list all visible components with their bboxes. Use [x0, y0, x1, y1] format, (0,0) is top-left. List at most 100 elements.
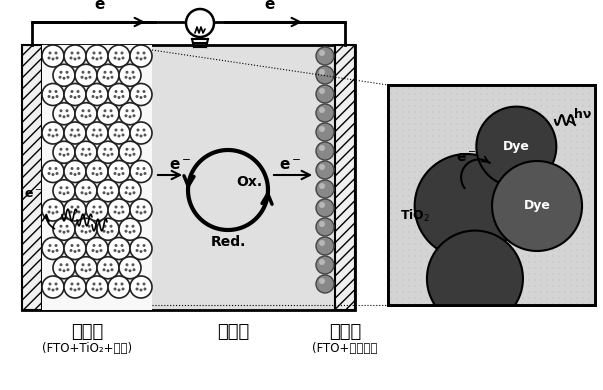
Circle shape: [420, 171, 422, 173]
Circle shape: [498, 183, 500, 185]
Circle shape: [108, 45, 130, 67]
Circle shape: [438, 237, 440, 239]
Circle shape: [480, 255, 482, 257]
Circle shape: [444, 147, 446, 149]
Circle shape: [498, 279, 500, 281]
Circle shape: [390, 285, 392, 287]
Circle shape: [564, 201, 566, 203]
Circle shape: [55, 57, 58, 60]
Circle shape: [53, 180, 75, 202]
Circle shape: [438, 279, 440, 281]
Circle shape: [69, 249, 72, 252]
Circle shape: [456, 285, 458, 287]
Circle shape: [468, 249, 470, 251]
Circle shape: [480, 273, 482, 275]
Circle shape: [55, 287, 58, 291]
Circle shape: [390, 171, 392, 173]
Circle shape: [456, 189, 458, 191]
Circle shape: [456, 159, 458, 161]
Circle shape: [463, 93, 464, 95]
Circle shape: [474, 291, 476, 293]
Circle shape: [432, 129, 434, 131]
Circle shape: [64, 161, 86, 183]
Circle shape: [64, 276, 86, 298]
Circle shape: [582, 237, 584, 239]
Circle shape: [576, 285, 578, 287]
Circle shape: [414, 273, 416, 275]
Circle shape: [498, 135, 500, 137]
Circle shape: [48, 249, 51, 252]
Circle shape: [432, 141, 434, 143]
Circle shape: [432, 177, 434, 179]
Circle shape: [558, 111, 560, 113]
Circle shape: [99, 95, 103, 98]
Circle shape: [558, 183, 560, 185]
Circle shape: [576, 111, 578, 113]
Circle shape: [426, 297, 428, 299]
Circle shape: [498, 255, 500, 257]
Circle shape: [444, 261, 446, 263]
Circle shape: [576, 141, 578, 143]
Circle shape: [570, 87, 572, 89]
Circle shape: [396, 195, 398, 197]
Circle shape: [552, 87, 554, 89]
Circle shape: [55, 172, 58, 175]
Circle shape: [476, 106, 557, 186]
Circle shape: [48, 211, 51, 213]
Circle shape: [504, 237, 506, 239]
Circle shape: [463, 237, 464, 239]
Circle shape: [546, 105, 548, 107]
Circle shape: [396, 219, 398, 221]
Circle shape: [139, 57, 142, 60]
Circle shape: [456, 177, 458, 179]
Circle shape: [480, 291, 482, 293]
Circle shape: [396, 183, 398, 185]
Circle shape: [552, 177, 554, 179]
Circle shape: [540, 297, 542, 299]
Circle shape: [570, 135, 572, 137]
Circle shape: [588, 261, 590, 263]
Circle shape: [420, 273, 422, 275]
Circle shape: [103, 191, 106, 194]
Circle shape: [450, 285, 452, 287]
Circle shape: [588, 189, 590, 191]
Circle shape: [136, 51, 139, 55]
Circle shape: [432, 273, 434, 275]
Circle shape: [450, 111, 452, 113]
Circle shape: [468, 159, 470, 161]
Circle shape: [510, 165, 512, 167]
Circle shape: [316, 123, 334, 141]
Circle shape: [133, 191, 136, 194]
Circle shape: [432, 237, 434, 239]
Circle shape: [48, 167, 51, 170]
Circle shape: [528, 117, 530, 119]
Circle shape: [540, 255, 542, 257]
Circle shape: [99, 57, 103, 60]
Circle shape: [552, 219, 554, 221]
Circle shape: [432, 171, 434, 173]
Circle shape: [552, 273, 554, 275]
Circle shape: [463, 129, 464, 131]
Circle shape: [142, 167, 145, 170]
Circle shape: [588, 279, 590, 281]
Circle shape: [77, 90, 80, 93]
Circle shape: [468, 273, 470, 275]
Circle shape: [474, 213, 476, 215]
Circle shape: [450, 279, 452, 281]
Circle shape: [504, 135, 506, 137]
Circle shape: [480, 297, 482, 299]
Circle shape: [396, 231, 398, 233]
Circle shape: [582, 111, 584, 113]
Circle shape: [492, 99, 494, 101]
Circle shape: [136, 95, 139, 98]
Circle shape: [504, 213, 506, 215]
Circle shape: [95, 250, 98, 253]
Circle shape: [552, 153, 554, 155]
Circle shape: [89, 230, 92, 233]
Circle shape: [438, 225, 440, 227]
Circle shape: [450, 99, 452, 101]
Circle shape: [468, 225, 470, 227]
Circle shape: [396, 291, 398, 293]
Circle shape: [444, 225, 446, 227]
Circle shape: [510, 189, 512, 191]
